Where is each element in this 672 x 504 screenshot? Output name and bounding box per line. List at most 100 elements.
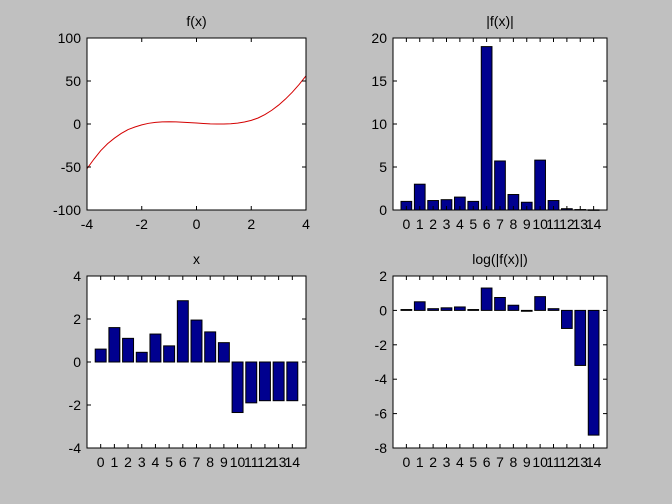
y-tick-label: 50 [65,73,81,89]
chart-title: x [193,251,200,267]
bar-11 [245,361,258,404]
x-tick-label: 10 [532,216,548,232]
bar-5 [163,345,176,363]
bar-7 [494,160,506,211]
x-tick-label: 5 [469,216,477,232]
bar-7 [494,297,506,311]
chart-fx: -100 -50 0 50 100 -4 -2 0 2 4 f(x) [53,13,310,232]
x-tick-label: 4 [456,216,464,232]
bar-4 [149,333,162,363]
y-tick-label: 2 [379,268,387,284]
x-tick-label: -2 [136,216,149,232]
x-tick-label: 14 [586,216,602,232]
y-tick-label: 0 [379,202,387,218]
x-tick-label: 11 [244,454,259,470]
y-tick-label: 2 [73,311,81,327]
y-tick-label: -2 [375,337,388,353]
bar-0 [94,348,107,363]
bar-6 [480,46,493,211]
bar-10 [231,361,244,414]
bar-2 [122,337,135,363]
y-tick-label: -4 [69,440,82,456]
bar-11 [547,308,560,311]
y-tick-label: 15 [371,73,387,89]
bar-8 [507,304,520,311]
x-tick-label: 11 [546,216,561,232]
bar-10 [534,159,546,211]
x-tick-label: 4 [152,454,160,470]
x-tick-label: 2 [124,454,132,470]
y-tick-label: -50 [61,159,81,175]
y-tick-label: 0 [73,354,81,370]
bar-14 [286,361,299,402]
y-tick-label: -4 [375,371,388,387]
x-tick-label: 6 [483,216,491,232]
x-tick-label: 13 [572,454,588,470]
plot-area [87,38,306,210]
x-tick-label: 1 [416,216,424,232]
x-tick-label: 0 [193,216,201,232]
y-tick-label: 0 [73,116,81,132]
x-tick-label: 13 [572,216,588,232]
x-tick-label: 4 [456,454,464,470]
y-tick-label: -8 [375,440,388,456]
x-tick-label: 1 [416,454,424,470]
x-tick-label: 8 [509,216,517,232]
bar-9 [217,342,230,363]
bar-14 [587,309,600,436]
x-tick-label: 0 [97,454,105,470]
y-tick-label: 20 [371,30,387,46]
x-tick-label: 9 [220,454,228,470]
y-tick-label: 0 [379,302,387,318]
bar-12 [561,309,573,329]
x-tick-label: 14 [586,454,602,470]
bar-13 [272,361,285,402]
x-tick-label: 8 [206,454,214,470]
x-tick-label: 7 [193,454,201,470]
y-tick-label: -2 [69,397,82,413]
x-tick-label: 2 [429,454,437,470]
chart-title: f(x) [186,13,206,29]
x-tick-label: 9 [523,454,531,470]
x-tick-label: 6 [483,454,491,470]
x-tick-label: 1 [110,454,118,470]
bar-10 [534,296,546,311]
chart-title: |f(x)| [486,13,514,29]
bar-13 [574,309,587,366]
bar-1 [413,301,426,311]
x-tick-label: 14 [285,454,301,470]
x-tick-label: 5 [165,454,173,470]
chart-title: log(|f(x)|) [472,251,528,267]
x-tick-label: 4 [302,216,310,232]
bar-2 [427,308,439,311]
x-tick-label: 3 [138,454,146,470]
x-tick-label: 0 [402,216,410,232]
bar-0 [400,309,413,311]
y-tick-label: 100 [58,30,82,46]
bar-7 [190,319,203,363]
x-tick-label: -4 [81,216,94,232]
x-tick-label: 12 [559,216,575,232]
bar-5 [467,309,480,311]
bar-3 [135,351,148,363]
bar-9 [520,309,533,312]
x-tick-label: 7 [496,454,504,470]
bar-6 [480,287,493,311]
x-tick-label: 6 [179,454,187,470]
y-tick-label: 5 [379,159,387,175]
y-tick-label: -6 [375,406,388,422]
y-tick-label: 10 [371,116,387,132]
x-tick-label: 3 [443,454,451,470]
x-tick-label: 3 [443,216,451,232]
bar-8 [204,331,217,363]
bar-12 [258,361,271,402]
x-tick-label: 12 [257,454,273,470]
y-tick-label: 4 [73,268,81,284]
bar-6 [176,300,189,363]
x-tick-label: 9 [523,216,531,232]
x-tick-label: 0 [402,454,410,470]
